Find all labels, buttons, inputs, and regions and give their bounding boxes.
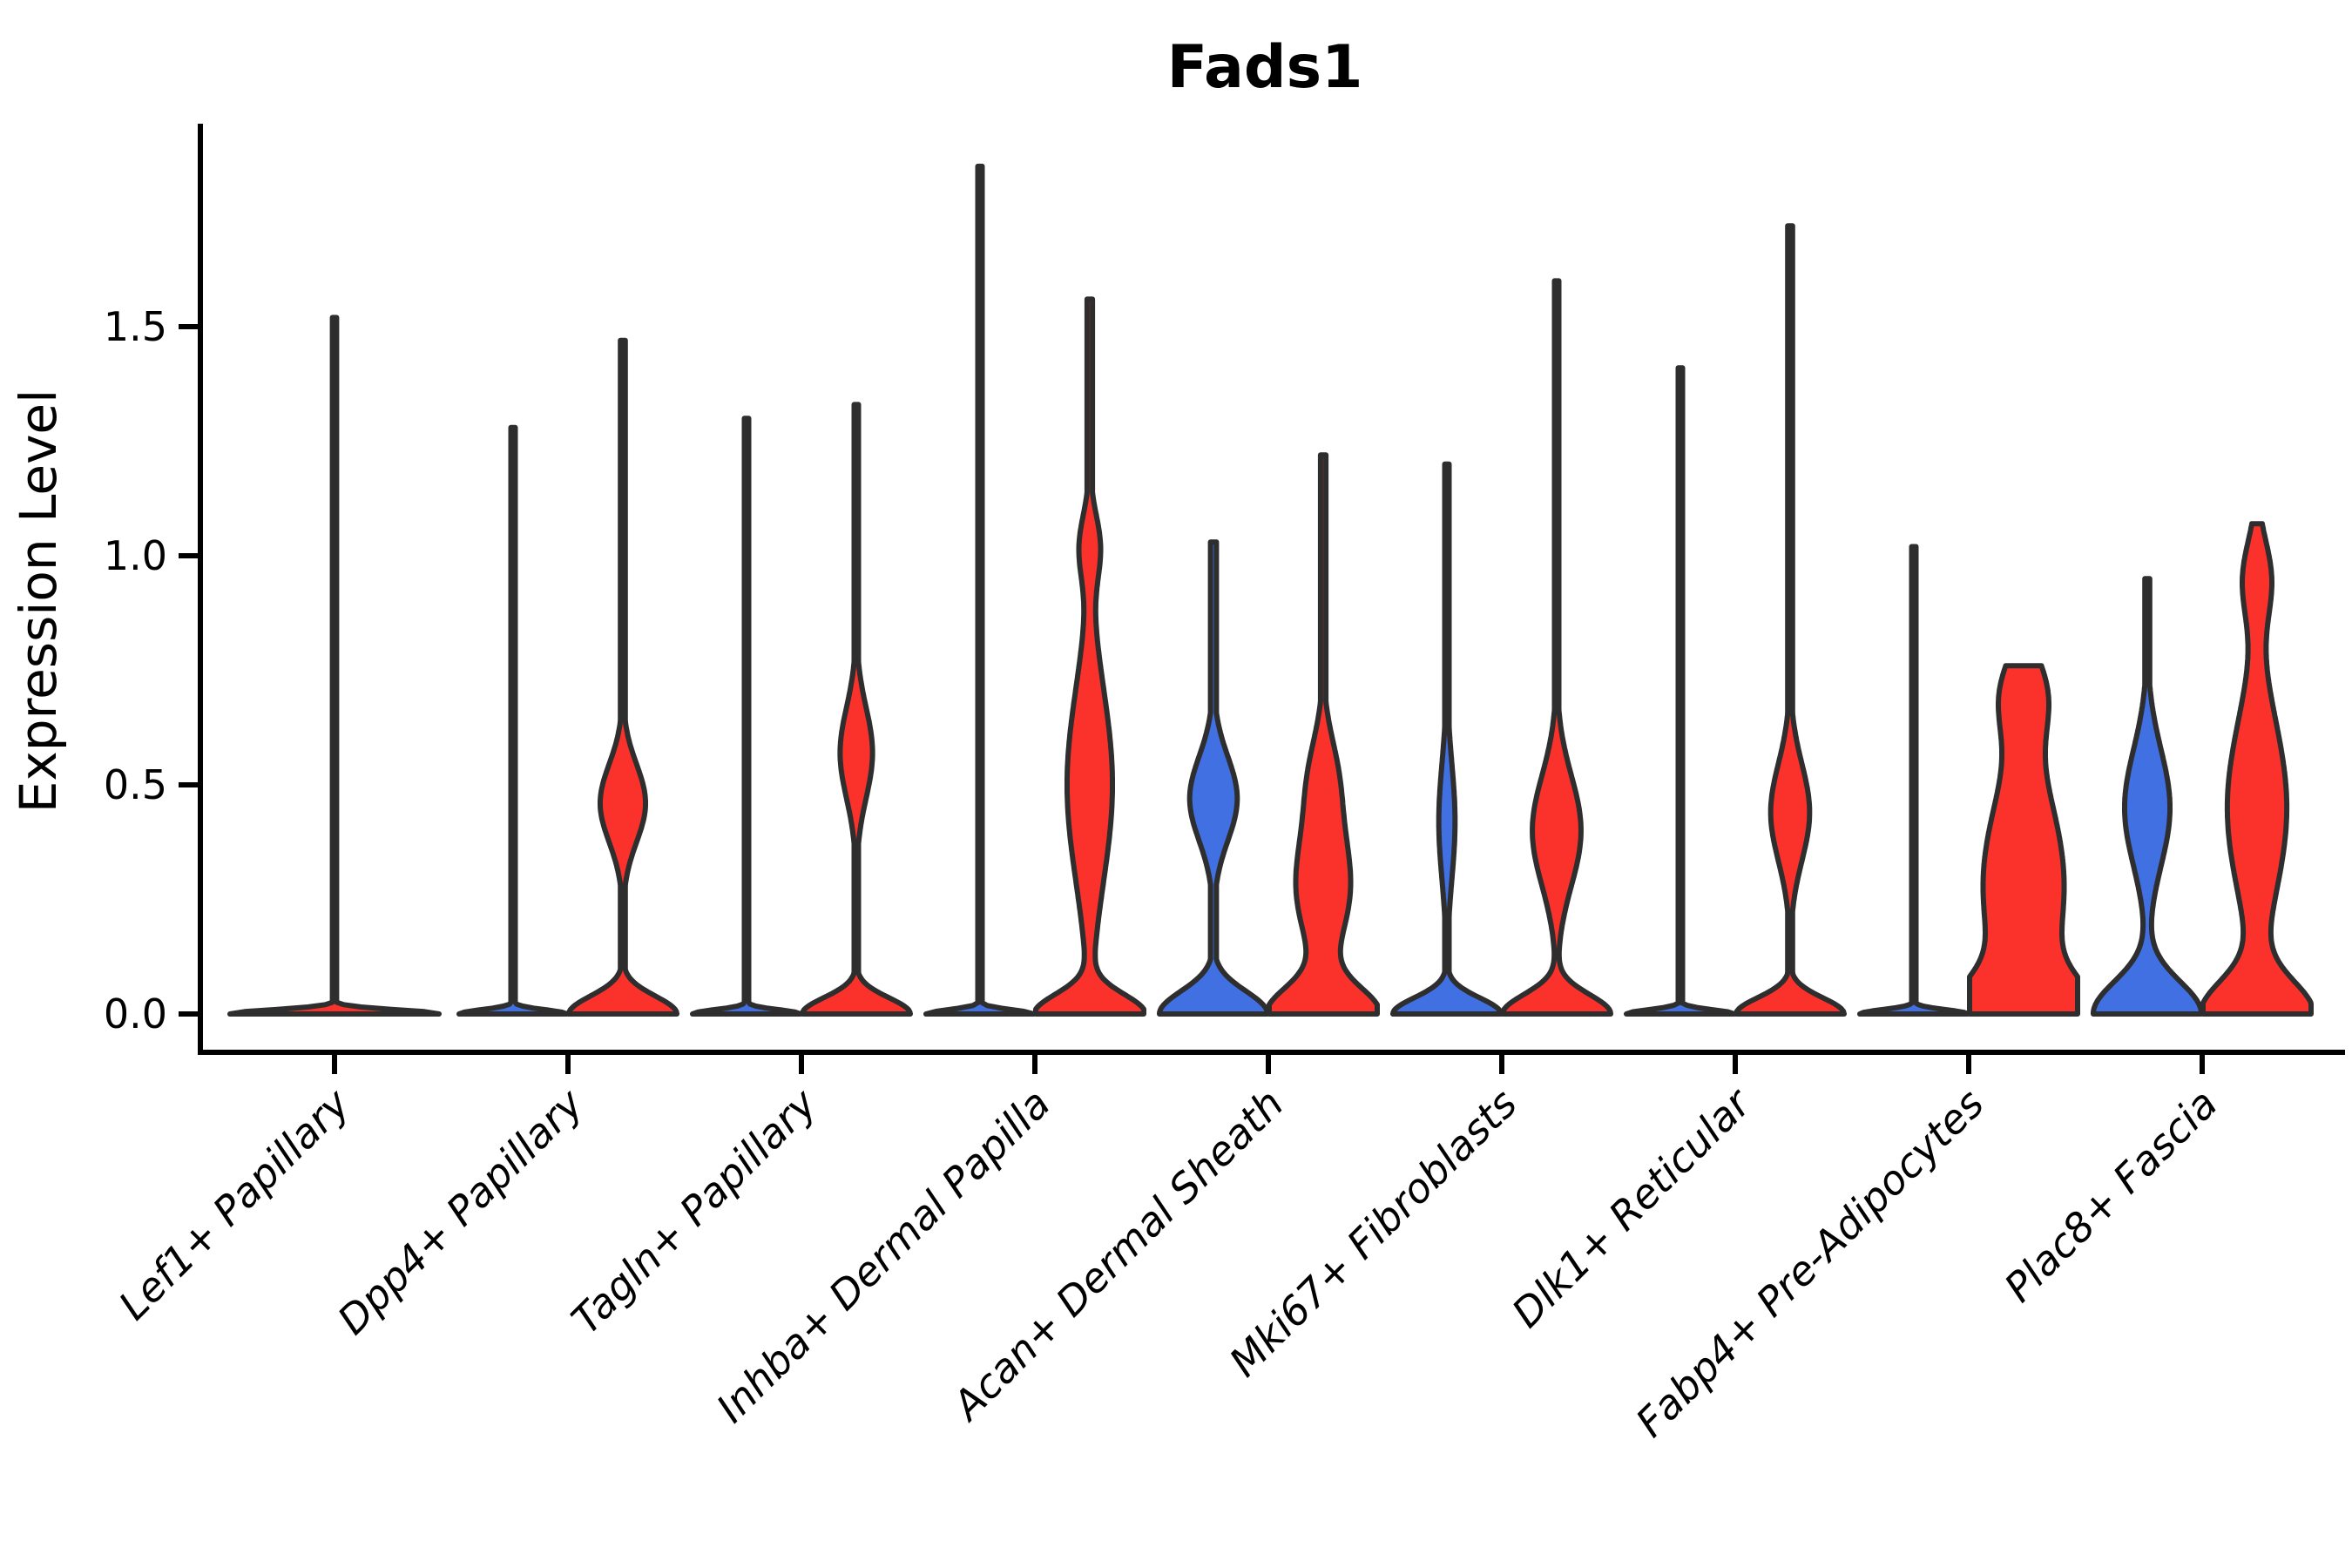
violins-layer: [227, 163, 2314, 1017]
violin-left-blue-1: [456, 424, 570, 1017]
axes-layer: [198, 124, 2345, 1055]
x-tick-label: Lef1+ Papillary: [110, 1079, 359, 1328]
violin-left-blue-2: [690, 416, 803, 1017]
violin-right-red-3: [1033, 296, 1146, 1017]
violin-left-blue-4: [1157, 539, 1270, 1017]
y-tick-label: 0.5: [104, 761, 167, 808]
x-tick-label: Dpp4+ Papillary: [328, 1079, 592, 1343]
y-tick-label: 0.0: [104, 990, 167, 1037]
violin-left-blue-8: [2091, 576, 2204, 1017]
x-tick-label: Tagln+ Papillary: [562, 1079, 826, 1343]
violin-center-red-0: [227, 314, 442, 1017]
violin-left-blue-3: [923, 163, 1037, 1017]
violin-right-red-8: [2200, 521, 2314, 1017]
violin-right-red-5: [1500, 278, 1613, 1017]
violin-right-red-6: [1734, 223, 1847, 1017]
y-axis-label: Expression Level: [9, 389, 68, 813]
violin-left-blue-6: [1624, 365, 1737, 1017]
violin-right-red-4: [1267, 452, 1380, 1017]
violin-right-red-2: [800, 402, 913, 1017]
violin-right-red-1: [566, 337, 679, 1017]
violin-left-blue-5: [1390, 461, 1504, 1017]
y-tick-label: 1.0: [104, 532, 167, 579]
chart-title: Fads1: [1167, 33, 1363, 102]
x-tick-label: Dlk1+ Reticular: [1503, 1078, 1761, 1336]
x-tick-label: Plac8+ Fascia: [1995, 1080, 2226, 1311]
violin-left-blue-7: [1857, 544, 1970, 1017]
violin-right-red-7: [1967, 663, 2080, 1017]
y-tick-label: 1.5: [104, 303, 167, 350]
